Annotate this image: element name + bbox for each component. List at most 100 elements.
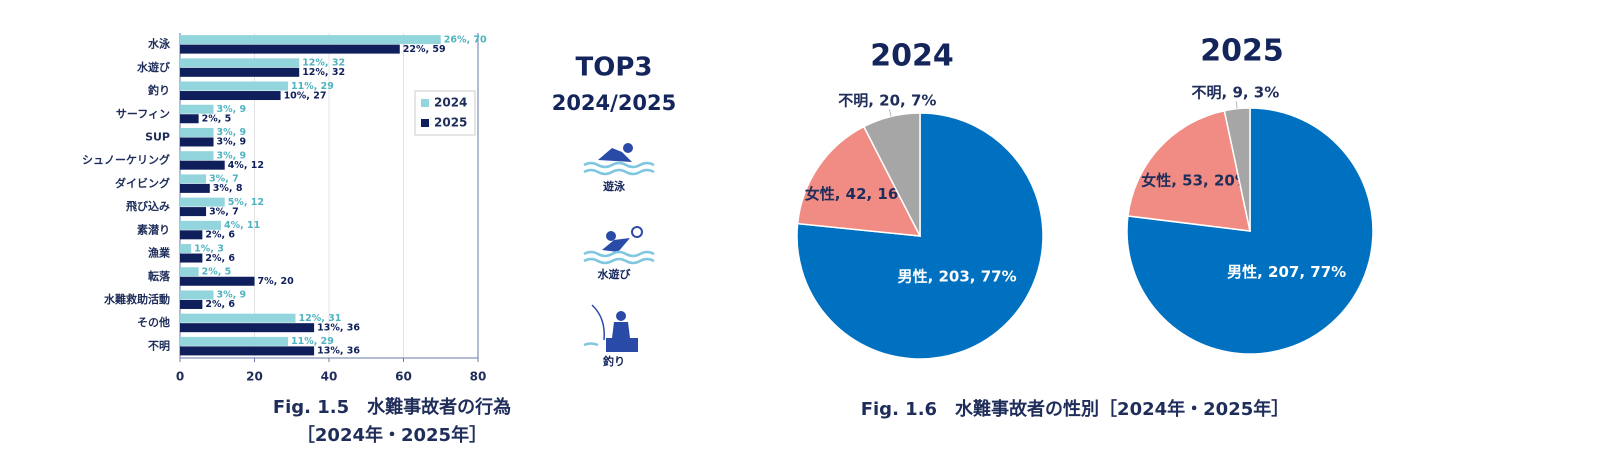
pie-label: 不明, 20, 7%	[838, 91, 936, 109]
value-label: 3%, 9	[217, 137, 247, 148]
pie-slice	[1127, 109, 1251, 232]
category-label: 水泳	[148, 37, 171, 51]
pie-label: 男性, 203, 77%	[898, 268, 1017, 286]
bar	[180, 220, 221, 230]
category-label: 漁業	[148, 246, 171, 260]
legend-swatch	[421, 99, 429, 107]
bar	[180, 67, 300, 77]
value-label: 3%, 9	[217, 290, 247, 301]
value-label: 12%, 32	[302, 67, 345, 78]
top3-subtitle: 2024/2025	[552, 91, 677, 115]
icon-swim	[583, 143, 655, 176]
value-label: 11%, 29	[291, 336, 334, 347]
leader-line	[1235, 101, 1238, 109]
category-label: SUP	[145, 130, 170, 143]
category-label: 水遊び	[137, 60, 171, 74]
pie-label: 男性, 207, 77%	[1227, 263, 1346, 281]
value-label: 10%, 27	[284, 90, 327, 101]
bar	[180, 137, 214, 147]
category-label: 釣り	[148, 83, 170, 97]
x-tick-label: 60	[395, 370, 412, 384]
pie-slice	[862, 112, 921, 237]
bar	[180, 207, 207, 217]
bar	[180, 91, 281, 101]
value-label: 3%, 8	[213, 183, 243, 194]
x-tick-label: 80	[470, 370, 487, 384]
bar	[180, 253, 203, 263]
bar	[180, 346, 315, 356]
pie-caption: Fig. 1.6 水難事故者の性別［2024年・2025年］	[861, 398, 1290, 420]
value-label: 2%, 6	[205, 299, 235, 310]
bar-title: Fig. 1.5 水難事故者の行為	[273, 396, 511, 418]
bar	[180, 114, 199, 124]
category-label: 不明	[148, 339, 170, 352]
value-label: 12%, 31	[298, 313, 341, 324]
bar	[180, 313, 296, 323]
legend-label: 2024	[434, 96, 467, 110]
x-tick-label: 20	[246, 370, 263, 384]
bar	[180, 323, 315, 333]
value-label: 2%, 5	[202, 114, 232, 125]
x-tick-label: 0	[176, 370, 184, 384]
top3-item: 水遊び	[598, 267, 632, 281]
legend-box	[414, 90, 476, 136]
value-label: 1%, 3	[194, 243, 224, 254]
bar	[180, 230, 203, 240]
bar	[180, 336, 289, 346]
category-label: 転落	[148, 269, 171, 283]
value-label: 3%, 9	[217, 104, 247, 115]
bar	[180, 58, 300, 68]
top3-title: TOP3	[576, 53, 653, 83]
bar	[180, 104, 214, 114]
pie-label: 女性, 42, 16%	[805, 185, 914, 203]
value-label: 2%, 6	[205, 253, 235, 264]
bar-subtitle: ［2024年・2025年］	[297, 424, 487, 446]
bar	[180, 244, 192, 254]
value-label: 4%, 12	[228, 160, 264, 171]
bar	[180, 299, 203, 309]
category-label: ダイビング	[115, 176, 170, 190]
value-label: 2%, 6	[205, 230, 235, 241]
value-label: 3%, 9	[217, 150, 247, 161]
bar	[180, 183, 210, 193]
value-label: 5%, 12	[228, 197, 264, 208]
value-label: 2%, 5	[202, 267, 232, 278]
category-label: サーフィン	[116, 107, 170, 120]
category-label: シュノーケリング	[82, 153, 170, 167]
icon-play	[583, 226, 655, 265]
pie-title: 2025	[1200, 34, 1284, 69]
bar	[180, 290, 214, 300]
category-label: その他	[137, 315, 170, 329]
value-label: 11%, 29	[291, 81, 334, 92]
icon-fish	[583, 304, 638, 352]
value-label: 3%, 9	[217, 127, 247, 138]
value-label: 22%, 59	[403, 44, 446, 55]
bar	[180, 197, 225, 207]
bar	[180, 160, 225, 170]
category-label: 飛び込み	[125, 199, 170, 213]
value-label: 3%, 7	[209, 206, 239, 217]
category-label: 素潜り	[137, 222, 170, 236]
legend-swatch	[421, 119, 429, 127]
value-label: 13%, 36	[317, 322, 360, 333]
pie-label: 女性, 53, 20%	[1141, 172, 1250, 190]
pie-slice	[796, 125, 922, 237]
top3-item: 釣り	[603, 354, 625, 368]
category-label: 水難救助活動	[104, 292, 170, 306]
bar	[180, 267, 199, 277]
leader-line	[888, 109, 892, 117]
top3-item: 遊泳	[603, 179, 626, 193]
bar	[180, 81, 289, 91]
value-label: 12%, 32	[302, 58, 345, 69]
value-label: 26%, 70	[444, 34, 487, 45]
pie-title: 2024	[870, 39, 954, 74]
bar	[180, 276, 255, 286]
bar	[180, 127, 214, 137]
bar	[180, 44, 400, 54]
bar	[180, 35, 441, 45]
value-label: 4%, 11	[224, 220, 260, 231]
value-label: 13%, 36	[317, 346, 360, 357]
legend-label: 2025	[434, 116, 467, 130]
value-label: 7%, 20	[258, 276, 295, 287]
